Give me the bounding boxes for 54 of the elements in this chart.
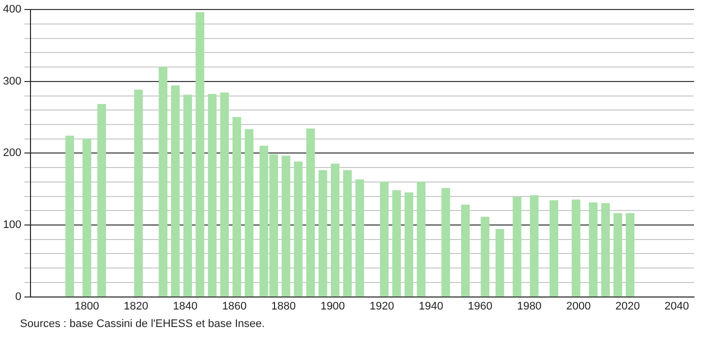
bar (330, 164, 340, 297)
bar (380, 182, 389, 297)
x-tick-label: 1800 (74, 300, 100, 312)
bar (404, 192, 414, 297)
y-tick-label: 100 (2, 219, 22, 232)
bar (550, 200, 558, 297)
bar (530, 195, 539, 297)
x-tick-label: 1820 (124, 300, 148, 312)
bar (480, 216, 490, 297)
x-tick-label: 1880 (271, 300, 296, 312)
y-tick-label: 300 (2, 75, 22, 88)
bar (461, 204, 470, 297)
y-tick-label: 0 (15, 290, 22, 303)
bar (232, 116, 242, 297)
bar (572, 200, 580, 297)
bar (601, 203, 610, 297)
x-tick-label: 1960 (468, 300, 492, 312)
x-tick-label: 2020 (615, 300, 640, 312)
bar (416, 182, 426, 297)
x-tick-label: 1900 (320, 300, 345, 312)
x-tick-label: 1920 (370, 300, 394, 312)
bar (318, 170, 328, 297)
x-tick-label: 2040 (664, 300, 690, 312)
bar (355, 179, 364, 297)
bar (97, 104, 106, 297)
y-tick-label: 200 (2, 147, 22, 160)
bar (208, 94, 217, 297)
bar (294, 161, 303, 297)
bar (134, 90, 143, 297)
bar (613, 213, 622, 297)
bar (65, 136, 74, 297)
bar (495, 228, 504, 297)
bar (158, 66, 168, 297)
bar (196, 12, 204, 297)
x-tick-label: 1980 (517, 300, 542, 312)
bar (343, 170, 352, 297)
bar (588, 202, 598, 297)
bar (220, 92, 229, 297)
x-tick-label: 1840 (172, 300, 198, 312)
source-note: Sources : base Cassini de l'EHESS et base Insee. (20, 318, 266, 330)
x-tick-label: 1940 (418, 300, 444, 312)
x-tick-label: 1860 (222, 300, 247, 312)
bar (171, 85, 180, 297)
y-tick-label: 400 (2, 4, 22, 16)
bar (244, 129, 254, 297)
bar (392, 190, 401, 297)
x-tick-label: 2000 (566, 300, 591, 312)
bar (626, 213, 634, 297)
bar (183, 94, 192, 297)
bar (441, 188, 450, 297)
bar (282, 156, 290, 297)
bar (306, 128, 315, 297)
bar (82, 138, 92, 297)
bar (512, 196, 522, 297)
